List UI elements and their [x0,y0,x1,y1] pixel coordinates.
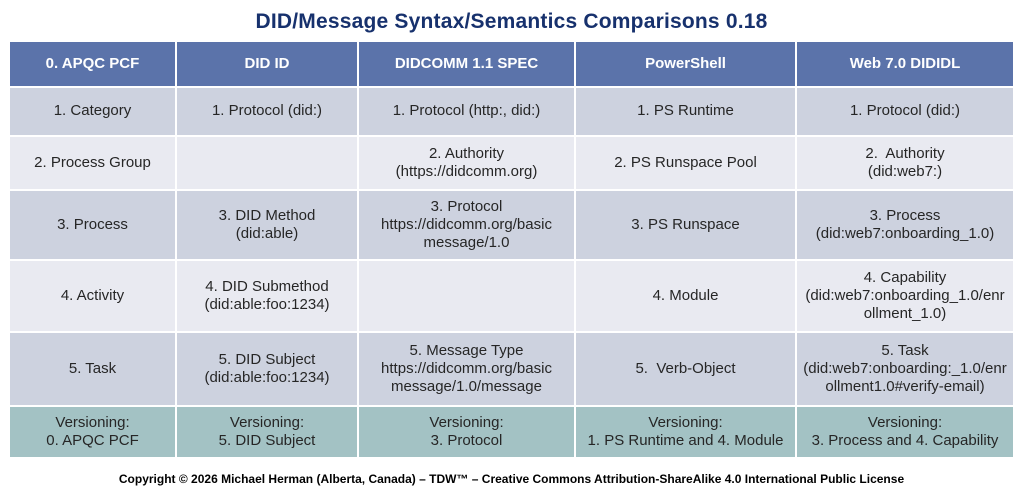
table-cell: Versioning: 3. Process and 4. Capability [797,407,1013,457]
table-cell: 2. Process Group [10,137,175,189]
table-cell: 2. PS Runspace Pool [576,137,795,189]
table-row-1: 1. Category 1. Protocol (did:) 1. Protoc… [10,88,1013,135]
table-cell: 1. PS Runtime [576,88,795,135]
table-cell: 1. Category [10,88,175,135]
table-cell: 1. Protocol (did:) [177,88,357,135]
table-row-5: 5. Task 5. DID Subject (did:able:foo:123… [10,333,1013,405]
table-cell: 5. DID Subject (did:able:foo:1234) [177,333,357,405]
table-cell: 5. Verb-Object [576,333,795,405]
table-cell: 4. Activity [10,261,175,331]
table-row-4: 4. Activity 4. DID Submethod (did:able:f… [10,261,1013,331]
column-header-apqc-pcf: 0. APQC PCF [10,42,175,86]
table-row-2: 2. Process Group 2. Authority (https://d… [10,137,1013,189]
table-cell: 3. Process [10,191,175,259]
table-cell: Versioning: 1. PS Runtime and 4. Module [576,407,795,457]
column-header-didcomm-spec: DIDCOMM 1.1 SPEC [359,42,574,86]
copyright-footer: Copyright © 2026 Michael Herman (Alberta… [118,472,905,486]
table-cell: 3. Process (did:web7:onboarding_1.0) [797,191,1013,259]
table-cell: 2. Authority (https://didcomm.org) [359,137,574,189]
table-cell: 1. Protocol (http:, did:) [359,88,574,135]
table-cell: 3. Protocol https://didcomm.org/basic me… [359,191,574,259]
column-header-web7-dididl: Web 7.0 DIDIDL [797,42,1013,86]
table-row-3: 3. Process 3. DID Method (did:able) 3. P… [10,191,1013,259]
table-cell: 5. Message Type https://didcomm.org/basi… [359,333,574,405]
page-title: DID/Message Syntax/Semantics Comparisons… [255,10,768,33]
table-cell [177,137,357,189]
table-cell: 3. PS Runspace [576,191,795,259]
table-cell: 4. Module [576,261,795,331]
table-cell: Versioning: 0. APQC PCF [10,407,175,457]
table-cell: Versioning: 3. Protocol [359,407,574,457]
table-cell: 3. DID Method (did:able) [177,191,357,259]
table-cell: 2. Authority (did:web7:) [797,137,1013,189]
table-cell [359,261,574,331]
table-body: 1. Category 1. Protocol (did:) 1. Protoc… [10,88,1013,457]
header-row: 0. APQC PCF DID ID DIDCOMM 1.1 SPEC Powe… [10,42,1013,86]
table-cell: 4. DID Submethod (did:able:foo:1234) [177,261,357,331]
table-header: 0. APQC PCF DID ID DIDCOMM 1.1 SPEC Powe… [10,42,1013,86]
comparison-table: 0. APQC PCF DID ID DIDCOMM 1.1 SPEC Powe… [8,40,1015,459]
table-cell: 5. Task [10,333,175,405]
table-cell: Versioning: 5. DID Subject [177,407,357,457]
versioning-row: Versioning: 0. APQC PCF Versioning: 5. D… [10,407,1013,457]
column-header-did-id: DID ID [177,42,357,86]
table-cell: 4. Capability (did:web7:onboarding_1.0/e… [797,261,1013,331]
table-cell: 5. Task (did:web7:onboarding:_1.0/enr ol… [797,333,1013,405]
table-cell: 1. Protocol (did:) [797,88,1013,135]
column-header-powershell: PowerShell [576,42,795,86]
